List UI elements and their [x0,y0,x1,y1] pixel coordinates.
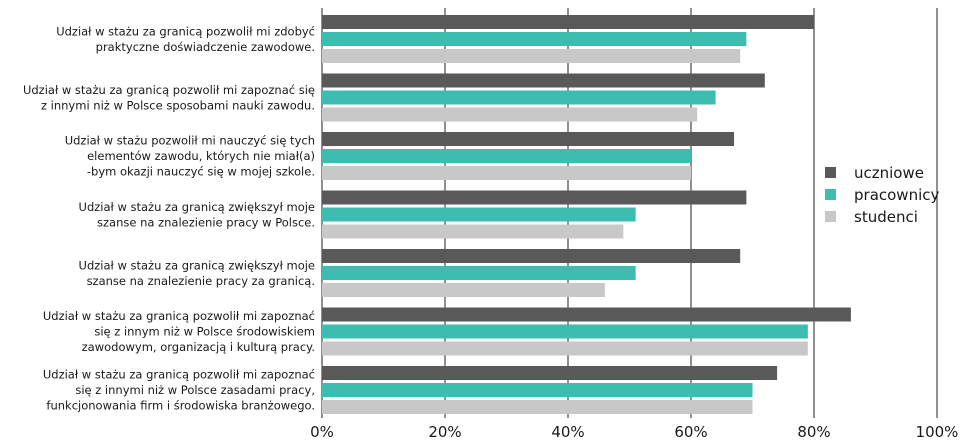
category-label: Udział w stażu za granicą zwiększył moje… [79,258,315,288]
legend-swatch-uczniowe [825,167,836,178]
x-tick-label: 80% [797,423,830,440]
category-label: Udział w stażu za granicą pozwolił mi za… [23,83,315,113]
category-label-line: szanse na znalezienie pracy za granicą. [87,274,315,288]
category-label: Udział w stażu za granicą pozwolił mi za… [43,368,315,413]
category-label-line: funkcjonowania firm i środowiska branżow… [46,399,315,413]
legend-label-uczniowe: uczniowe [854,164,924,182]
category-label: Udział w stażu pozwolił mi nauczyć się t… [65,134,315,179]
category-label-line: szanse na znalezienie pracy w Polsce. [97,215,315,229]
legend-swatch-pracownicy [825,189,836,200]
bar-uczniowe [322,249,741,263]
x-tick-label: 60% [674,423,707,440]
x-tick-label: 100% [916,423,959,440]
bar-studenci [322,224,624,239]
category-label-line: praktyczne doświadczenie zawodowe. [96,40,315,54]
category-label-line: się z innym niż w Polsce środowiskiem [94,325,315,339]
category-labels: Udział w stażu za granicą pozwolił mi zd… [23,24,315,412]
x-tick-label: 40% [551,423,584,440]
category-label: Udział w stażu za granicą zwiększył moje… [79,200,315,230]
bar-pracownicy [322,324,808,339]
category-label-line: Udział w stażu za granicą pozwolił mi za… [43,368,315,382]
bar-pracownicy [322,90,716,105]
bar-uczniowe [322,15,814,29]
category-label: Udział w stażu za granicą pozwolił mi zd… [56,24,315,54]
category-label-line: Udział w stażu za granicą pozwolił mi za… [23,83,315,97]
bar-studenci [322,49,741,63]
bar-pracownicy [322,32,747,46]
bar-pracownicy [322,383,753,397]
category-label-line: Udział w stażu za granicą pozwolił mi zd… [56,24,315,38]
category-label-line: Udział w stażu za granicą zwiększył moje [79,200,315,214]
category-label-line: Udział w stażu za granicą zwiększył moje [79,258,315,272]
x-tick-label: 20% [428,423,461,440]
category-label-line: z innymi niż w Polsce sposobami nauki za… [41,98,315,112]
legend: uczniowe pracownicy studenci [825,164,939,226]
bar-studenci [322,400,753,414]
bar-pracownicy [322,149,691,163]
legend-swatch-studenci [825,211,836,222]
bar-studenci [322,341,808,356]
bar-pracownicy [322,266,636,280]
category-label: Udział w stażu za granicą pozwolił mi za… [43,309,315,354]
bar-uczniowe [322,307,851,322]
category-label-line: -bym okazji nauczyć się w mojej szkole. [87,165,315,179]
bars [322,15,851,414]
category-label-line: się z innymi niż w Polsce zasadami pracy… [75,383,315,397]
bar-uczniowe [322,132,735,146]
category-label-line: zawodowym, organizacją i kulturą pracy. [82,340,315,354]
bar-uczniowe [322,366,778,380]
bar-studenci [322,107,698,122]
x-axis: 0% 20% 40% 60% 80% 100% [310,423,958,440]
bar-studenci [322,283,605,297]
bar-pracownicy [322,207,636,222]
x-tick-label: 0% [310,423,334,440]
legend-label-studenci: studenci [854,208,918,226]
legend-label-pracownicy: pracownicy [854,186,939,204]
category-label-line: Udział w stażu pozwolił mi nauczyć się t… [65,134,315,148]
bar-studenci [322,166,691,180]
category-label-line: Udział w stażu za granicą pozwolił mi za… [43,309,315,323]
category-label-line: elementów zawodu, których nie miał(a) [87,149,315,163]
bar-uczniowe [322,190,747,205]
bar-uczniowe [322,73,765,88]
